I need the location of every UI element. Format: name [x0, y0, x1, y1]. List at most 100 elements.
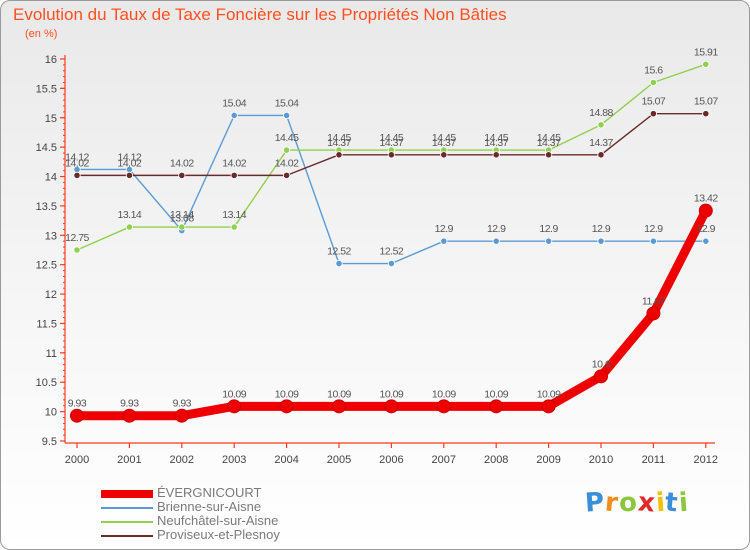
y-tick-label: 14: [45, 172, 57, 184]
data-point-proviseux-et-plesnoy: [702, 110, 710, 118]
data-point-evergnicourt: [698, 203, 713, 218]
data-label-proviseux-et-plesnoy: 15.07: [694, 96, 718, 108]
y-tick-label: 13.5: [36, 201, 57, 213]
legend-swatch: [101, 490, 153, 498]
data-point-brienne-sur-aisne: [230, 111, 238, 120]
data-label-proviseux-et-plesnoy: 14.37: [537, 137, 561, 149]
y-tick-label: 14.5: [36, 142, 57, 154]
data-point-evergnicourt: [646, 306, 661, 321]
data-point-brienne-sur-aisne: [702, 237, 710, 245]
x-tick-label: 2006: [379, 454, 403, 466]
y-tick-label: 11: [46, 348, 57, 360]
data-point-evergnicourt: [384, 399, 399, 414]
data-label-evergnicourt: 11.67: [642, 295, 666, 307]
data-point-brienne-sur-aisne: [597, 237, 605, 245]
y-tick-label: 15.5: [36, 83, 57, 95]
data-label-neufchatel-sur-aisne: 12.75: [65, 232, 89, 244]
data-point-proviseux-et-plesnoy: [544, 151, 553, 159]
data-label-brienne-sur-aisne: 12.9: [539, 223, 558, 235]
data-point-neufchatel-sur-aisne: [649, 78, 658, 87]
legend-label: Proviseux-et-Plesnoy: [157, 527, 280, 542]
data-label-evergnicourt: 9.93: [173, 398, 192, 410]
data-point-proviseux-et-plesnoy: [649, 110, 658, 118]
data-point-evergnicourt: [227, 399, 242, 414]
data-label-brienne-sur-aisne: 15.04: [275, 97, 299, 109]
data-point-neufchatel-sur-aisne: [178, 223, 186, 231]
data-point-brienne-sur-aisne: [544, 237, 553, 245]
legend-label: Brienne-sur-Aisne: [157, 499, 262, 514]
x-tick-label: 2004: [274, 454, 298, 466]
y-tick-label: 10: [45, 407, 57, 419]
y-axis-unit: (en %): [25, 28, 58, 40]
legend-swatch: [101, 535, 153, 537]
y-tick-label: 12.5: [36, 260, 57, 272]
legend-swatch: [101, 507, 153, 509]
data-label-proviseux-et-plesnoy: 14.02: [275, 157, 299, 169]
data-point-proviseux-et-plesnoy: [73, 171, 81, 179]
x-tick-label: 2012: [694, 454, 718, 466]
data-point-proviseux-et-plesnoy: [178, 171, 186, 179]
data-label-proviseux-et-plesnoy: 14.37: [327, 137, 351, 149]
brand-letter: o: [617, 487, 639, 519]
data-label-evergnicourt: 10.09: [380, 388, 404, 400]
y-tick-label: 11.5: [36, 318, 57, 330]
brand-letter: x: [636, 487, 657, 519]
data-label-proviseux-et-plesnoy: 14.37: [484, 137, 508, 149]
data-point-proviseux-et-plesnoy: [492, 151, 500, 159]
data-label-neufchatel-sur-aisne: 13.14: [118, 209, 142, 221]
data-point-evergnicourt: [332, 399, 346, 414]
data-label-brienne-sur-aisne: 15.04: [222, 97, 246, 109]
data-point-evergnicourt: [594, 369, 608, 384]
data-point-proviseux-et-plesnoy: [230, 171, 238, 179]
y-tick-label: 9.5: [42, 436, 57, 448]
data-label-proviseux-et-plesnoy: 14.37: [432, 137, 456, 149]
x-tick-label: 2000: [65, 454, 89, 466]
data-label-neufchatel-sur-aisne: 13.14: [222, 209, 246, 221]
brand-letter: i: [677, 487, 690, 519]
x-tick-label: 2010: [589, 454, 613, 466]
y-tick-label: 16: [45, 54, 57, 66]
data-label-evergnicourt: 10.09: [432, 388, 456, 400]
data-point-proviseux-et-plesnoy: [282, 171, 291, 179]
data-label-neufchatel-sur-aisne: 14.45: [327, 132, 351, 144]
data-point-brienne-sur-aisne: [387, 259, 395, 268]
data-label-proviseux-et-plesnoy: 14.02: [118, 157, 142, 169]
data-label-brienne-sur-aisne: 12.9: [592, 223, 611, 235]
data-label-brienne-sur-aisne: 12.9: [697, 223, 716, 235]
data-point-neufchatel-sur-aisne: [702, 60, 710, 68]
legend-label: Neufchâtel-sur-Aisne: [157, 513, 279, 528]
data-point-brienne-sur-aisne: [440, 237, 448, 245]
data-label-neufchatel-sur-aisne: 14.45: [380, 132, 404, 144]
y-tick-label: 10.5: [36, 377, 57, 389]
data-label-evergnicourt: 10.09: [327, 388, 351, 400]
data-point-evergnicourt: [541, 399, 556, 414]
brand-logo: Proxiti: [584, 487, 690, 519]
data-label-brienne-sur-aisne: 12.9: [644, 223, 663, 235]
data-label-neufchatel-sur-aisne: 15.91: [694, 46, 718, 58]
x-tick-label: 2009: [536, 454, 560, 466]
data-label-evergnicourt: 9.93: [68, 398, 87, 410]
data-label-evergnicourt: 10.6: [592, 358, 611, 370]
data-label-proviseux-et-plesnoy: 14.37: [380, 137, 404, 149]
legend-swatch: [101, 521, 153, 523]
data-label-neufchatel-sur-aisne: 14.45: [275, 132, 299, 144]
data-point-brienne-sur-aisne: [649, 237, 658, 245]
x-tick-label: 2002: [170, 454, 194, 466]
data-point-evergnicourt: [279, 399, 294, 414]
data-point-proviseux-et-plesnoy: [387, 151, 395, 159]
x-tick-label: 2003: [222, 454, 246, 466]
data-label-neufchatel-sur-aisne: 14.45: [484, 132, 508, 144]
data-label-brienne-sur-aisne: 14.12: [65, 151, 89, 163]
x-tick-label: 2011: [642, 454, 666, 466]
data-point-brienne-sur-aisne: [492, 237, 500, 245]
data-label-neufchatel-sur-aisne: 14.45: [432, 132, 456, 144]
data-point-proviseux-et-plesnoy: [597, 151, 605, 159]
data-label-brienne-sur-aisne: 12.9: [487, 223, 506, 235]
legend-label: ÉVERGNICOURT: [157, 485, 262, 500]
y-tick-label: 15: [45, 113, 57, 125]
data-point-evergnicourt: [489, 399, 504, 414]
data-label-brienne-sur-aisne: 12.52: [327, 246, 351, 258]
data-label-evergnicourt: 9.93: [120, 398, 139, 410]
data-label-brienne-sur-aisne: 14.12: [118, 151, 142, 163]
